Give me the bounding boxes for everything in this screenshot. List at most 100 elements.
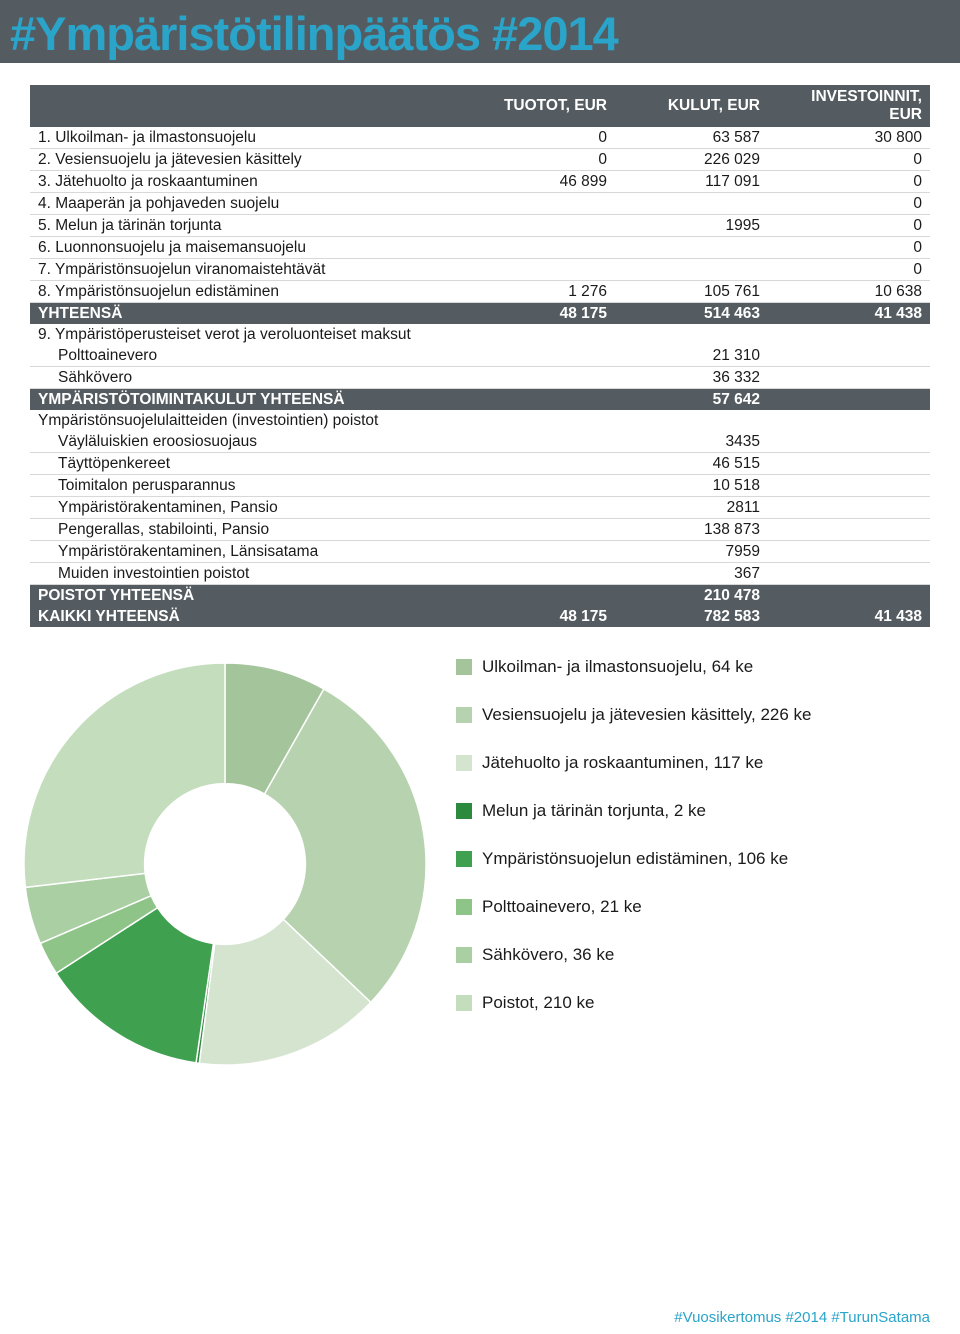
cell: 0 (462, 149, 615, 171)
cell: 2. Vesiensuojelu ja jätevesien käsittely (30, 149, 462, 171)
cell: 5. Melun ja tärinän torjunta (30, 215, 462, 237)
legend-item: Sähkövero, 36 ke (456, 945, 812, 965)
cell: Toimitalon perusparannus (30, 475, 462, 497)
legend-swatch (456, 659, 472, 675)
cell: 1 276 (462, 281, 615, 303)
legend-item: Vesiensuojelu ja jätevesien käsittely, 2… (456, 705, 812, 725)
cell: 7959 (615, 541, 768, 563)
cell: 367 (615, 563, 768, 585)
table-row: 7. Ympäristönsuojelun viranomaistehtävät… (30, 259, 930, 281)
col-invest: INVESTOINNIT, EUR (768, 85, 930, 127)
cell: 48 175 (462, 606, 615, 627)
legend-label: Sähkövero, 36 ke (482, 945, 614, 965)
legend-swatch (456, 947, 472, 963)
col-tuotot: TUOTOT, EUR (462, 85, 615, 127)
table-row: 4. Maaperän ja pohjaveden suojelu 0 (30, 193, 930, 215)
cell: 30 800 (768, 127, 930, 149)
col-kulut: KULUT, EUR (615, 85, 768, 127)
row-inv5: Pengerallas, stabilointi, Pansio 138 873 (30, 519, 930, 541)
cell (615, 259, 768, 281)
legend: Ulkoilman- ja ilmastonsuojelu, 64 ke Vesi… (456, 657, 812, 1041)
legend-swatch (456, 851, 472, 867)
cell: YMPÄRISTÖTOIMINTAKULUT YHTEENSÄ (30, 389, 462, 411)
cell: 226 029 (615, 149, 768, 171)
cell: 0 (768, 149, 930, 171)
cell: 41 438 (768, 303, 930, 325)
legend-label: Poistot, 210 ke (482, 993, 594, 1013)
table-row: 8. Ympäristönsuojelun edistäminen1 27610… (30, 281, 930, 303)
table-row: 3. Jätehuolto ja roskaantuminen46 899117… (30, 171, 930, 193)
row-sub1: Polttoainevero 21 310 (30, 345, 930, 367)
chart-area: Ulkoilman- ja ilmastonsuojelu, 64 ke Vesi… (0, 649, 960, 1209)
cell (462, 193, 615, 215)
cell: 0 (768, 193, 930, 215)
donut-slice (24, 663, 225, 887)
legend-item: Poistot, 210 ke (456, 993, 812, 1013)
cell: 138 873 (615, 519, 768, 541)
table-row: 2. Vesiensuojelu ja jätevesien käsittely… (30, 149, 930, 171)
row-inv3: Toimitalon perusparannus10 518 (30, 475, 930, 497)
title-bar: #Ympäristötilinpäätös #2014 (0, 0, 960, 63)
cell: 1995 (615, 215, 768, 237)
cell: 2811 (615, 497, 768, 519)
col-blank (30, 85, 462, 127)
legend-item: Polttoainevero, 21 ke (456, 897, 812, 917)
legend-item: Jätehuolto ja roskaantuminen, 117 ke (456, 753, 812, 773)
cell: 0 (462, 127, 615, 149)
legend-label: Ympäristönsuojelun edistäminen, 106 ke (482, 849, 788, 869)
row-yhteensa: YHTEENSÄ 48 175 514 463 41 438 (30, 303, 930, 325)
legend-swatch (456, 899, 472, 915)
cell: Ympäristörakentaminen, Länsisatama (30, 541, 462, 563)
legend-label: Polttoainevero, 21 ke (482, 897, 642, 917)
cell: 3435 (615, 431, 768, 453)
cell: Täyttöpenkereet (30, 453, 462, 475)
cell: 63 587 (615, 127, 768, 149)
cell: KAIKKI YHTEENSÄ (30, 606, 462, 627)
cell: 117 091 (615, 171, 768, 193)
cell (462, 259, 615, 281)
table-row: 1. Ulkoilman- ja ilmastonsuojelu063 5873… (30, 127, 930, 149)
table-row: 5. Melun ja tärinän torjunta19950 (30, 215, 930, 237)
cell: 0 (768, 259, 930, 281)
cell: POISTOT YHTEENSÄ (30, 585, 462, 607)
cell: Polttoainevero (30, 345, 462, 367)
cell: 7. Ympäristönsuojelun viranomaistehtävät (30, 259, 462, 281)
legend-item: Ympäristönsuojelun edistäminen, 106 ke (456, 849, 812, 869)
cell: Pengerallas, stabilointi, Pansio (30, 519, 462, 541)
row-9: 9. Ympäristöperusteiset verot ja veroluo… (30, 324, 930, 345)
row-invest-head: Ympäristönsuojelulaitteiden (investointi… (30, 410, 930, 431)
financial-table: TUOTOT, EUR KULUT, EUR INVESTOINNIT, EUR… (30, 85, 930, 627)
legend-item: Melun ja tärinän torjunta, 2 ke (456, 801, 812, 821)
cell: 105 761 (615, 281, 768, 303)
table-row: 6. Luonnonsuojelu ja maisemansuojelu0 (30, 237, 930, 259)
row-poistot: POISTOT YHTEENSÄ 210 478 (30, 585, 930, 607)
footer-tag: #Vuosikertomus #2014 #TurunSatama (674, 1309, 930, 1326)
row-inv1: Väyläluiskien eroosiosuojaus3435 (30, 431, 930, 453)
cell: 0 (768, 237, 930, 259)
page-title: #Ympäristötilinpäätös #2014 (10, 6, 950, 61)
row-sub2: Sähkövero 36 332 (30, 367, 930, 389)
table-header-row: TUOTOT, EUR KULUT, EUR INVESTOINNIT, EUR (30, 85, 930, 127)
legend-label: Vesiensuojelu ja jätevesien käsittely, 2… (482, 705, 812, 725)
cell: YHTEENSÄ (30, 303, 462, 325)
legend-swatch (456, 707, 472, 723)
legend-item: Ulkoilman- ja ilmastonsuojelu, 64 ke (456, 657, 812, 677)
legend-label: Melun ja tärinän torjunta, 2 ke (482, 801, 706, 821)
cell (615, 193, 768, 215)
cell: Sähkövero (30, 367, 462, 389)
row-inv2: Täyttöpenkereet46 515 (30, 453, 930, 475)
cell: 57 642 (615, 389, 768, 411)
cell (615, 237, 768, 259)
legend-label: Jätehuolto ja roskaantuminen, 117 ke (482, 753, 763, 773)
row-inv7: Muiden investointien poistot367 (30, 563, 930, 585)
cell: 3. Jätehuolto ja roskaantuminen (30, 171, 462, 193)
cell: 46 899 (462, 171, 615, 193)
cell: Ympäristörakentaminen, Pansio (30, 497, 462, 519)
row-inv4: Ympäristörakentaminen, Pansio 2811 (30, 497, 930, 519)
table-container: TUOTOT, EUR KULUT, EUR INVESTOINNIT, EUR… (0, 63, 960, 627)
row-kaikki: KAIKKI YHTEENSÄ 48 175 782 583 41 438 (30, 606, 930, 627)
cell: 514 463 (615, 303, 768, 325)
cell: 4. Maaperän ja pohjaveden suojelu (30, 193, 462, 215)
cell: 21 310 (615, 345, 768, 367)
cell: Ympäristönsuojelulaitteiden (investointi… (30, 410, 462, 431)
